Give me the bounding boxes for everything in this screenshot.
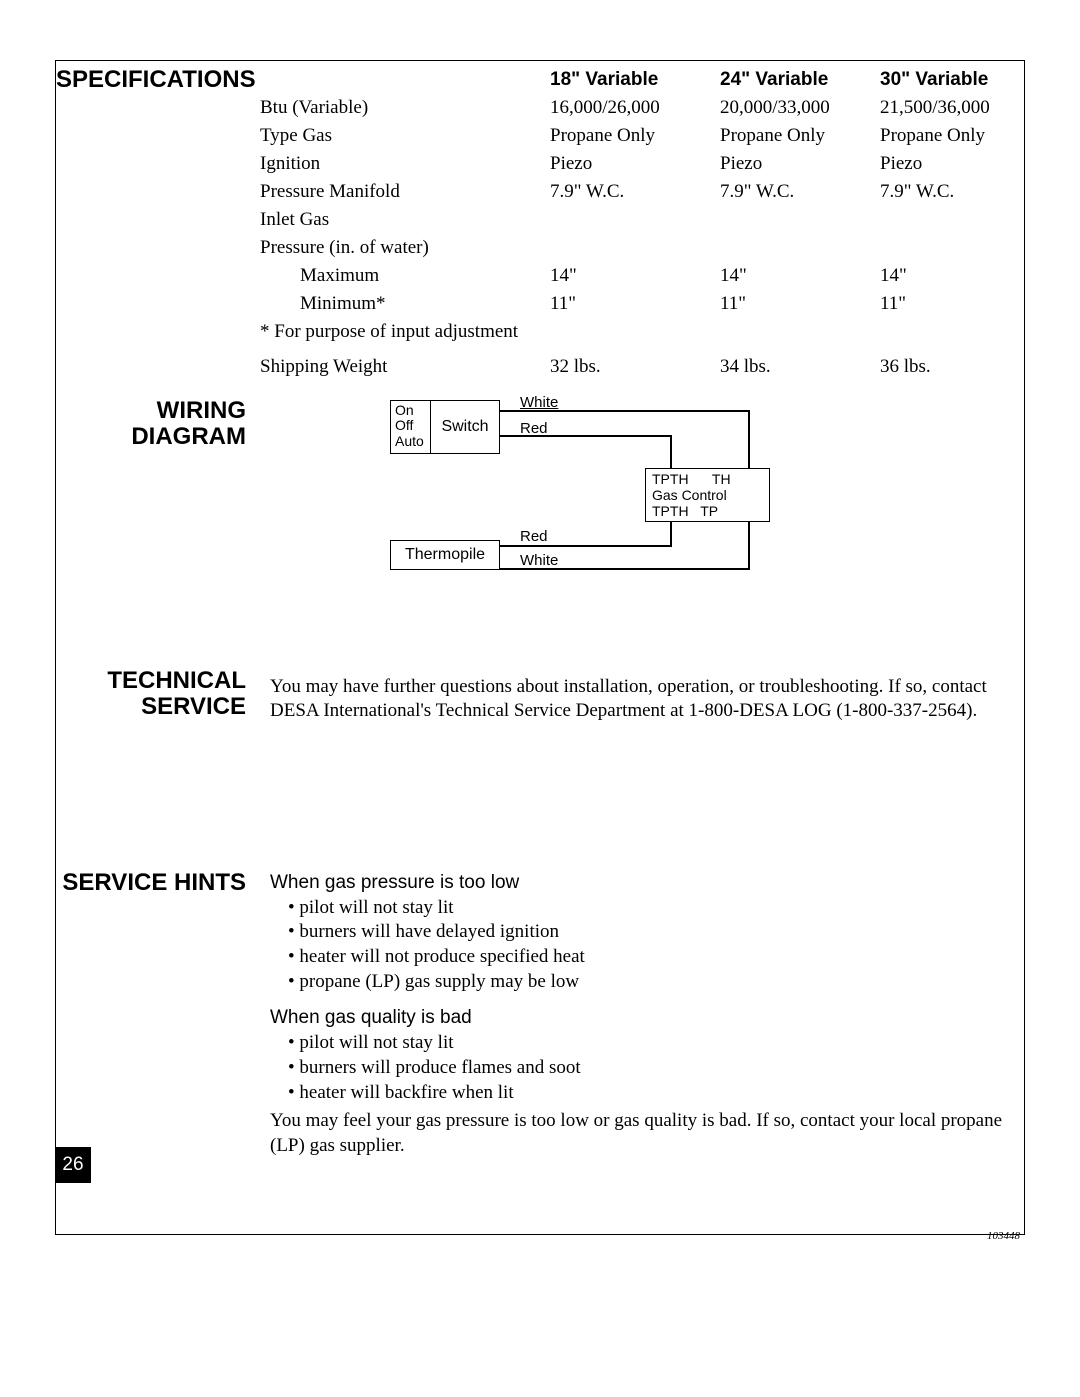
- heading-specifications: SPECIFICATIONS: [56, 66, 246, 94]
- hint-list-1: pilot will not stay lit burners will hav…: [270, 896, 1018, 995]
- spec-row: Btu (Variable)16,000/26,00020,000/33,000…: [260, 94, 1020, 122]
- spec-col-1: 18" Variable: [550, 66, 720, 94]
- spec-row: * For purpose of input adjustment: [260, 318, 1020, 346]
- spec-col-0: [260, 66, 550, 94]
- heading-wiring-text: WIRING DIAGRAM: [131, 397, 246, 450]
- spec-table: 18" Variable 24" Variable 30" Variable B…: [260, 66, 1020, 381]
- heading-hints: SERVICE HINTS: [56, 869, 246, 897]
- heading-technical-text: TECHNICAL SERVICE: [107, 667, 246, 720]
- spec-row: Maximum14"14"14": [260, 262, 1020, 290]
- heading-technical: TECHNICAL SERVICE: [56, 668, 246, 721]
- gas-control-box: TPTH TH Gas Control TPTH TP: [645, 468, 770, 522]
- hint-heading-2: When gas quality is bad: [270, 1006, 1018, 1031]
- switch-off: Off: [395, 418, 426, 433]
- wiring-diagram: On Off Auto Switch Thermopile TPTH TH Ga…: [340, 400, 810, 580]
- wire-red-bot: [500, 545, 672, 547]
- wire-red-bot-v: [670, 522, 672, 546]
- spec-col-2: 24" Variable: [720, 66, 880, 94]
- hint-list-2: pilot will not stay lit burners will pro…: [270, 1031, 1018, 1105]
- hint-item: heater will not produce specified heat: [288, 945, 1018, 970]
- service-hints: When gas pressure is too low pilot will …: [270, 871, 1018, 1159]
- label-red-1: Red: [520, 420, 548, 437]
- spec-row: Type GasPropane OnlyPropane OnlyPropane …: [260, 122, 1020, 150]
- heading-wiring: WIRING DIAGRAM: [56, 398, 246, 451]
- hint-item: heater will backfire when lit: [288, 1081, 1018, 1106]
- switch-on: On: [395, 403, 426, 418]
- wire-white-bot-v: [748, 522, 750, 569]
- wire-white-top-v: [748, 410, 750, 468]
- hint-item: burners will produce flames and soot: [288, 1056, 1018, 1081]
- page-number: 26: [55, 1147, 91, 1183]
- spec-row: Inlet Gas: [260, 206, 1020, 234]
- spec-row: Minimum*11"11"11": [260, 290, 1020, 318]
- hint-item: burners will have delayed ignition: [288, 920, 1018, 945]
- doc-id: 103448: [987, 1230, 1020, 1242]
- hint-footer: You may feel your gas pressure is too lo…: [270, 1109, 1018, 1158]
- switch-auto: Auto: [395, 434, 426, 449]
- wire-red-top-v: [670, 435, 672, 468]
- hint-heading-1: When gas pressure is too low: [270, 871, 1018, 896]
- spec-row: IgnitionPiezoPiezoPiezo: [260, 150, 1020, 178]
- label-white-2: White: [520, 552, 558, 569]
- technical-text: You may have further questions about ins…: [270, 675, 1018, 723]
- spec-row: Shipping Weight32 lbs.34 lbs.36 lbs.: [260, 346, 1020, 381]
- spec-col-3: 30" Variable: [880, 66, 1020, 94]
- switch-label: Switch: [431, 401, 499, 453]
- hint-item: pilot will not stay lit: [288, 1031, 1018, 1056]
- spec-header-row: 18" Variable 24" Variable 30" Variable: [260, 66, 1020, 94]
- label-white-1: White: [520, 394, 558, 411]
- label-red-2: Red: [520, 528, 548, 545]
- switch-box: On Off Auto Switch: [390, 400, 500, 454]
- spec-row: Pressure (in. of water): [260, 234, 1020, 262]
- spec-row: Pressure Manifold7.9" W.C.7.9" W.C.7.9" …: [260, 178, 1020, 206]
- thermopile-box: Thermopile: [390, 540, 500, 570]
- hint-item: propane (LP) gas supply may be low: [288, 970, 1018, 995]
- hint-item: pilot will not stay lit: [288, 896, 1018, 921]
